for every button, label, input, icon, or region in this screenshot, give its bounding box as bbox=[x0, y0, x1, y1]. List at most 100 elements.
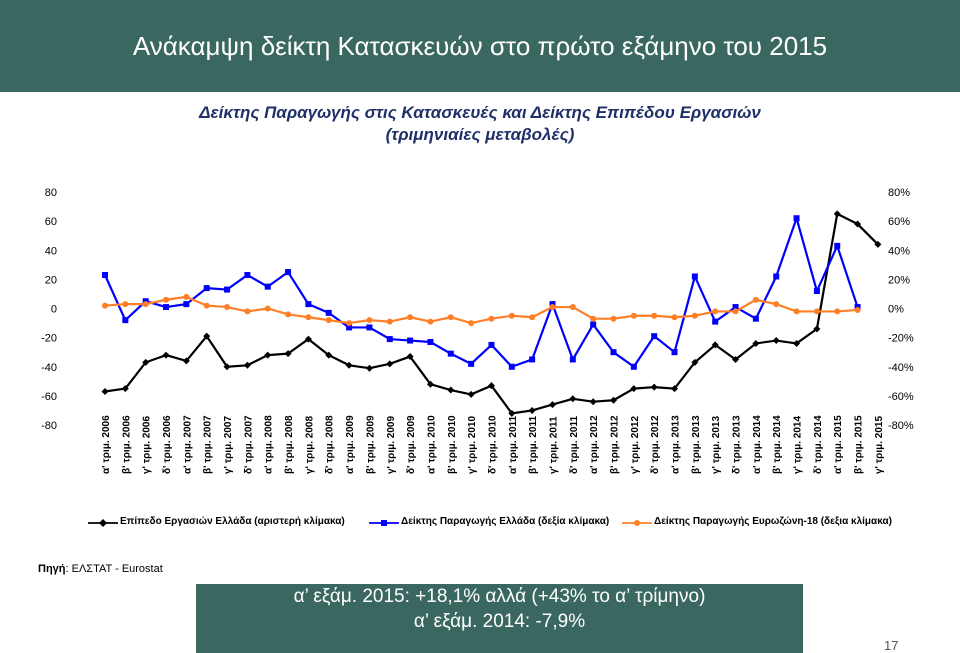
left-axis-tick-label: 40 bbox=[45, 245, 57, 257]
data-point bbox=[833, 210, 841, 218]
data-point bbox=[284, 350, 292, 358]
series-line-1 bbox=[103, 217, 859, 368]
legend-line-black-diamond-icon bbox=[88, 519, 118, 527]
data-point bbox=[711, 341, 719, 349]
data-point bbox=[163, 304, 170, 311]
x-axis-tick-label: α' τριμ. 2011 bbox=[508, 415, 519, 474]
data-point bbox=[305, 301, 312, 308]
chart-legend: Επίπεδο Εργασιών Ελλάδα (αριστερή κλίμακ… bbox=[0, 513, 960, 533]
data-point bbox=[732, 308, 739, 315]
data-point bbox=[447, 314, 454, 321]
data-point bbox=[691, 273, 698, 280]
data-point bbox=[610, 396, 617, 404]
data-point bbox=[549, 304, 556, 311]
x-axis-tick-label: γ' τριμ. 2007 bbox=[223, 415, 234, 474]
data-point bbox=[345, 361, 353, 369]
x-axis-tick-label: γ' τριμ. 2015 bbox=[874, 415, 885, 474]
source-text: : ΕΛΣΤΑΤ - Eurostat bbox=[65, 563, 163, 575]
left-axis-tick-label: 60 bbox=[45, 216, 57, 228]
data-point bbox=[712, 308, 719, 315]
x-axis-tick-label: β' τριμ. 2007 bbox=[203, 415, 214, 474]
data-point bbox=[426, 380, 434, 388]
left-axis-tick-label: -80 bbox=[41, 420, 57, 432]
data-point bbox=[671, 314, 678, 321]
data-point bbox=[813, 308, 820, 315]
data-point bbox=[610, 349, 617, 356]
data-point bbox=[590, 315, 597, 322]
data-point bbox=[244, 308, 251, 315]
data-point bbox=[304, 335, 312, 343]
data-point bbox=[772, 337, 780, 345]
data-point bbox=[386, 360, 394, 368]
data-point bbox=[793, 215, 800, 222]
data-point bbox=[285, 269, 292, 276]
data-point bbox=[122, 301, 129, 308]
right-axis-tick-label: -40% bbox=[888, 362, 914, 374]
x-axis-tick-label: β' τριμ. 2008 bbox=[284, 415, 295, 474]
data-point bbox=[406, 353, 414, 361]
right-axis-tick-label: 20% bbox=[888, 274, 910, 286]
data-point bbox=[528, 406, 536, 414]
x-axis-tick-label: α' τριμ. 2012 bbox=[589, 415, 600, 474]
x-axis-tick-label: δ' τριμ. 2006 bbox=[162, 415, 173, 474]
left-axis-tick-label: -60 bbox=[41, 391, 57, 403]
data-point bbox=[793, 339, 801, 347]
data-point bbox=[467, 390, 475, 398]
left-axis-tick-label: 20 bbox=[45, 274, 57, 286]
x-axis-tick-label: γ' τριμ. 2013 bbox=[711, 415, 722, 474]
x-axis-tick-label: δ' τριμ. 2014 bbox=[813, 415, 824, 474]
data-point bbox=[651, 333, 658, 340]
chart-title-line2: (τριμηνιαίες μεταβολές) bbox=[385, 125, 575, 144]
data-point bbox=[183, 293, 190, 300]
source-label: Πηγή bbox=[38, 563, 66, 575]
data-point bbox=[691, 358, 699, 366]
x-axis-tick-label: β' τριμ. 2006 bbox=[121, 415, 132, 474]
data-point bbox=[264, 305, 271, 312]
right-axis-tick-label: 0% bbox=[888, 304, 904, 316]
data-point bbox=[407, 314, 414, 321]
data-point bbox=[569, 395, 577, 403]
data-point bbox=[488, 315, 495, 322]
data-point bbox=[854, 306, 861, 313]
data-point bbox=[366, 317, 373, 324]
data-point bbox=[671, 385, 679, 393]
data-point bbox=[834, 242, 841, 249]
x-axis-tick-label: γ' τριμ. 2008 bbox=[304, 415, 315, 474]
x-axis-tick-label: δ' τριμ. 2012 bbox=[650, 415, 661, 474]
data-point bbox=[752, 339, 760, 347]
data-point bbox=[712, 318, 719, 325]
x-axis-tick-label: β' τριμ. 2013 bbox=[691, 415, 702, 474]
data-point bbox=[244, 272, 251, 279]
x-axis-tick-label: γ' τριμ. 2014 bbox=[793, 415, 804, 474]
data-point bbox=[813, 288, 820, 295]
data-point bbox=[447, 350, 454, 357]
x-axis-tick-label: γ' τριμ. 2012 bbox=[630, 415, 641, 474]
x-axis-tick-label: α' τριμ. 2010 bbox=[426, 415, 437, 474]
x-axis-tick-label: β' τριμ. 2015 bbox=[854, 415, 865, 474]
data-point bbox=[386, 318, 393, 325]
data-point bbox=[366, 324, 373, 331]
x-axis-tick-label: δ' τριμ. 2010 bbox=[487, 415, 498, 474]
data-point bbox=[224, 286, 231, 293]
data-point bbox=[102, 302, 108, 309]
data-point bbox=[346, 320, 353, 327]
x-axis-tick-label: β' τριμ. 2009 bbox=[365, 415, 376, 474]
data-point bbox=[407, 337, 414, 344]
data-point bbox=[142, 358, 150, 366]
x-axis-tick-label: β' τριμ. 2011 bbox=[528, 416, 539, 474]
x-axis-tick-label: δ' τριμ. 2011 bbox=[569, 416, 580, 474]
x-axis-tick-label: β' τριμ. 2010 bbox=[447, 415, 458, 474]
data-point bbox=[447, 386, 455, 394]
right-axis-tick-label: -20% bbox=[888, 333, 914, 345]
data-point bbox=[508, 409, 516, 417]
legend-line-blue-square-icon bbox=[369, 520, 399, 526]
data-point bbox=[651, 312, 658, 319]
data-point bbox=[569, 304, 576, 311]
x-axis-tick-label: β' τριμ. 2014 bbox=[772, 415, 783, 474]
x-axis-tick-label: δ' τριμ. 2008 bbox=[325, 415, 336, 474]
data-point bbox=[508, 312, 515, 319]
data-point bbox=[203, 285, 210, 292]
data-point bbox=[834, 308, 841, 315]
x-axis-tick-label: δ' τριμ. 2007 bbox=[243, 415, 254, 474]
x-axis-tick-label: β' τριμ. 2012 bbox=[610, 415, 621, 474]
